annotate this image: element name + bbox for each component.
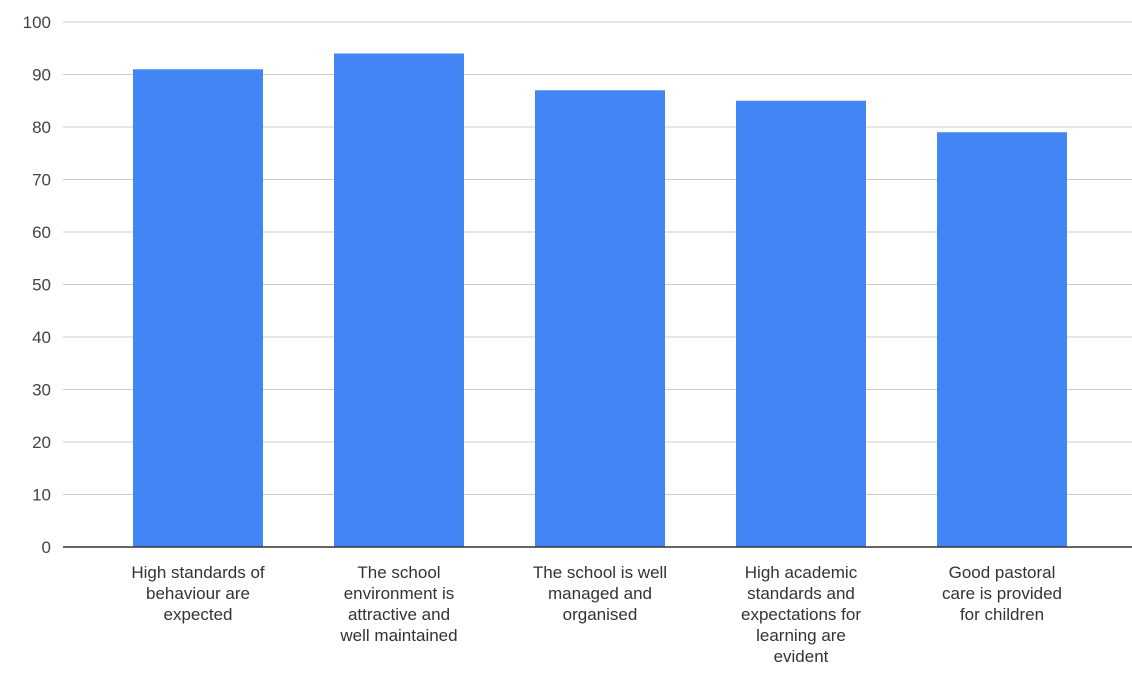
x-category-label-line: for children — [960, 605, 1044, 624]
y-tick-label: 20 — [32, 433, 51, 452]
x-category-label-line: The school is well — [533, 563, 667, 582]
x-category-label: High standards of behaviour are expected — [131, 563, 265, 624]
x-category-label-line: High standards of — [131, 563, 265, 582]
x-category-label-line: managed and — [548, 584, 652, 603]
x-category-label-line: learning are — [756, 626, 846, 645]
bar — [736, 100, 866, 547]
bar — [535, 90, 665, 547]
x-category-label: Good pastoral care is provided for childre… — [942, 563, 1062, 624]
x-category-label-line: attractive and — [348, 605, 450, 624]
y-tick-label: 80 — [32, 118, 51, 137]
y-tick-label: 40 — [32, 328, 51, 347]
bars — [133, 53, 1067, 547]
y-tick-label: 10 — [32, 486, 51, 505]
x-category-label: The school is well managed and organised — [533, 563, 667, 624]
x-category-label-line: care is provided — [942, 584, 1062, 603]
x-category-label-line: expected — [164, 605, 233, 624]
bar — [937, 132, 1067, 547]
x-axis-category-labels: High standards of behaviour are expected Th… — [131, 563, 1062, 666]
bar — [334, 53, 464, 547]
y-tick-label: 100 — [23, 13, 51, 32]
x-category-label-line: behaviour are — [146, 584, 250, 603]
y-tick-label: 0 — [42, 538, 51, 557]
x-category-label-line: expectations for — [741, 605, 861, 624]
x-category-label-line: organised — [563, 605, 638, 624]
x-category-label: High academic standards and expectations f… — [741, 563, 861, 666]
y-tick-label: 60 — [32, 223, 51, 242]
x-category-label-line: evident — [774, 647, 829, 666]
x-category-label-line: The school — [357, 563, 440, 582]
y-tick-label: 90 — [32, 66, 51, 85]
y-tick-label: 70 — [32, 171, 51, 190]
x-category-label-line: High academic — [745, 563, 858, 582]
y-axis-tick-labels: 0 10 20 30 40 50 60 70 80 90 100 — [23, 13, 51, 557]
bar — [133, 69, 263, 547]
x-category-label-line: standards and — [747, 584, 855, 603]
x-category-label-line: Good pastoral — [949, 563, 1056, 582]
x-category-label-line: well maintained — [339, 626, 457, 645]
y-tick-label: 50 — [32, 276, 51, 295]
x-category-label-line: environment is — [344, 584, 455, 603]
y-tick-label: 30 — [32, 381, 51, 400]
x-category-label: The school environment is attractive and we… — [339, 563, 457, 645]
